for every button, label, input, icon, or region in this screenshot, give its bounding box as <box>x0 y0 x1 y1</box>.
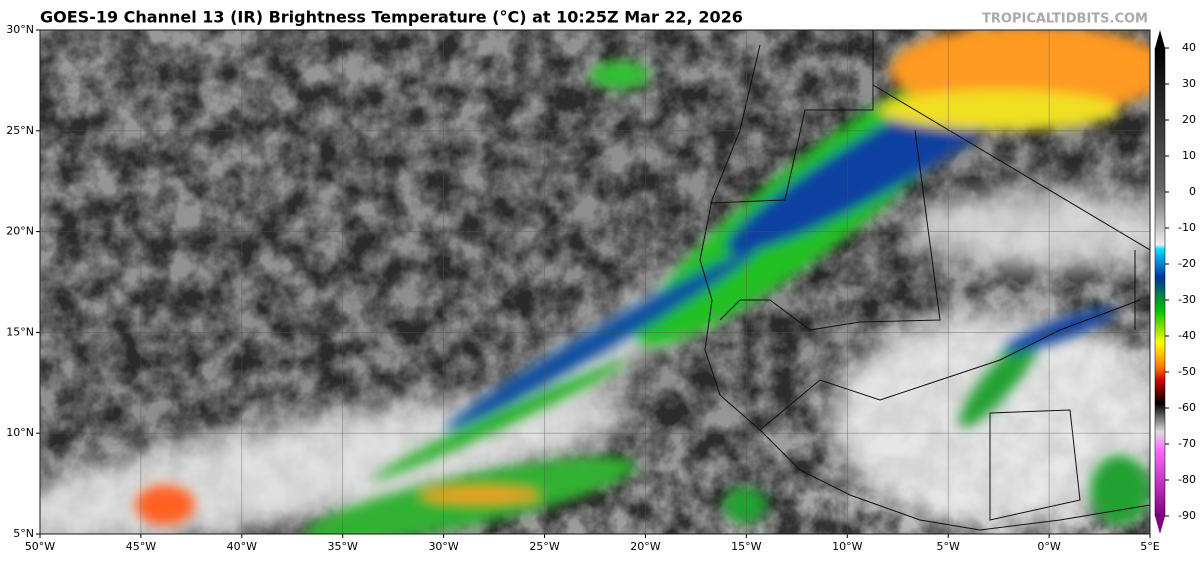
x-tick-label: 50°W <box>25 540 55 553</box>
x-tick-label: 30°W <box>428 540 458 553</box>
colorbar-tick-label: -70 <box>1178 437 1196 450</box>
x-tick-label: 15°W <box>731 540 761 553</box>
colorbar-tick-label: 0 <box>1189 185 1196 198</box>
colorbar-tick-label: 40 <box>1182 41 1196 54</box>
x-tick-label: 25°W <box>529 540 559 553</box>
watermark: TROPICALTIDBITS.COM <box>982 12 1148 27</box>
imagery <box>40 30 1150 534</box>
colorbar-tick-label: -40 <box>1178 329 1196 342</box>
colorbar-tick-label: 30 <box>1182 77 1196 90</box>
x-tick-label: 45°W <box>126 540 156 553</box>
x-tick-label: 40°W <box>227 540 257 553</box>
colorbar-tick-label: -60 <box>1178 401 1196 414</box>
colorbar-tick-label: 20 <box>1182 113 1196 126</box>
colorbar-bottom-arrow <box>1155 516 1165 534</box>
y-tick-label: 5°N <box>13 527 34 540</box>
x-tick-label: 5°E <box>1140 540 1159 553</box>
colorbar-tick-label: -90 <box>1178 509 1196 522</box>
title: GOES-19 Channel 13 (IR) Brightness Tempe… <box>40 8 743 27</box>
x-tick-label: 35°W <box>328 540 358 553</box>
colorbar-tick-label: -10 <box>1178 221 1196 234</box>
colorbar-tick-label: -50 <box>1178 365 1196 378</box>
colorbar-tick-label: -20 <box>1178 257 1196 270</box>
colorbar-tick-label: -30 <box>1178 293 1196 306</box>
colorbar <box>1154 47 1166 517</box>
colorbar-top-arrow <box>1155 30 1165 48</box>
y-tick-label: 15°N <box>6 325 34 338</box>
y-tick-label: 30°N <box>6 23 34 36</box>
x-tick-label: 5°W <box>936 540 959 553</box>
x-tick-label: 10°W <box>832 540 862 553</box>
colorbar-tick-label: 10 <box>1182 149 1196 162</box>
y-tick-label: 25°N <box>6 124 34 137</box>
coastlines <box>699 30 1150 531</box>
x-tick-label: 0°W <box>1037 540 1060 553</box>
colorbar-tick-label: -80 <box>1178 473 1196 486</box>
y-tick-label: 20°N <box>6 225 34 238</box>
y-tick-label: 10°N <box>6 426 34 439</box>
x-tick-label: 20°W <box>630 540 660 553</box>
